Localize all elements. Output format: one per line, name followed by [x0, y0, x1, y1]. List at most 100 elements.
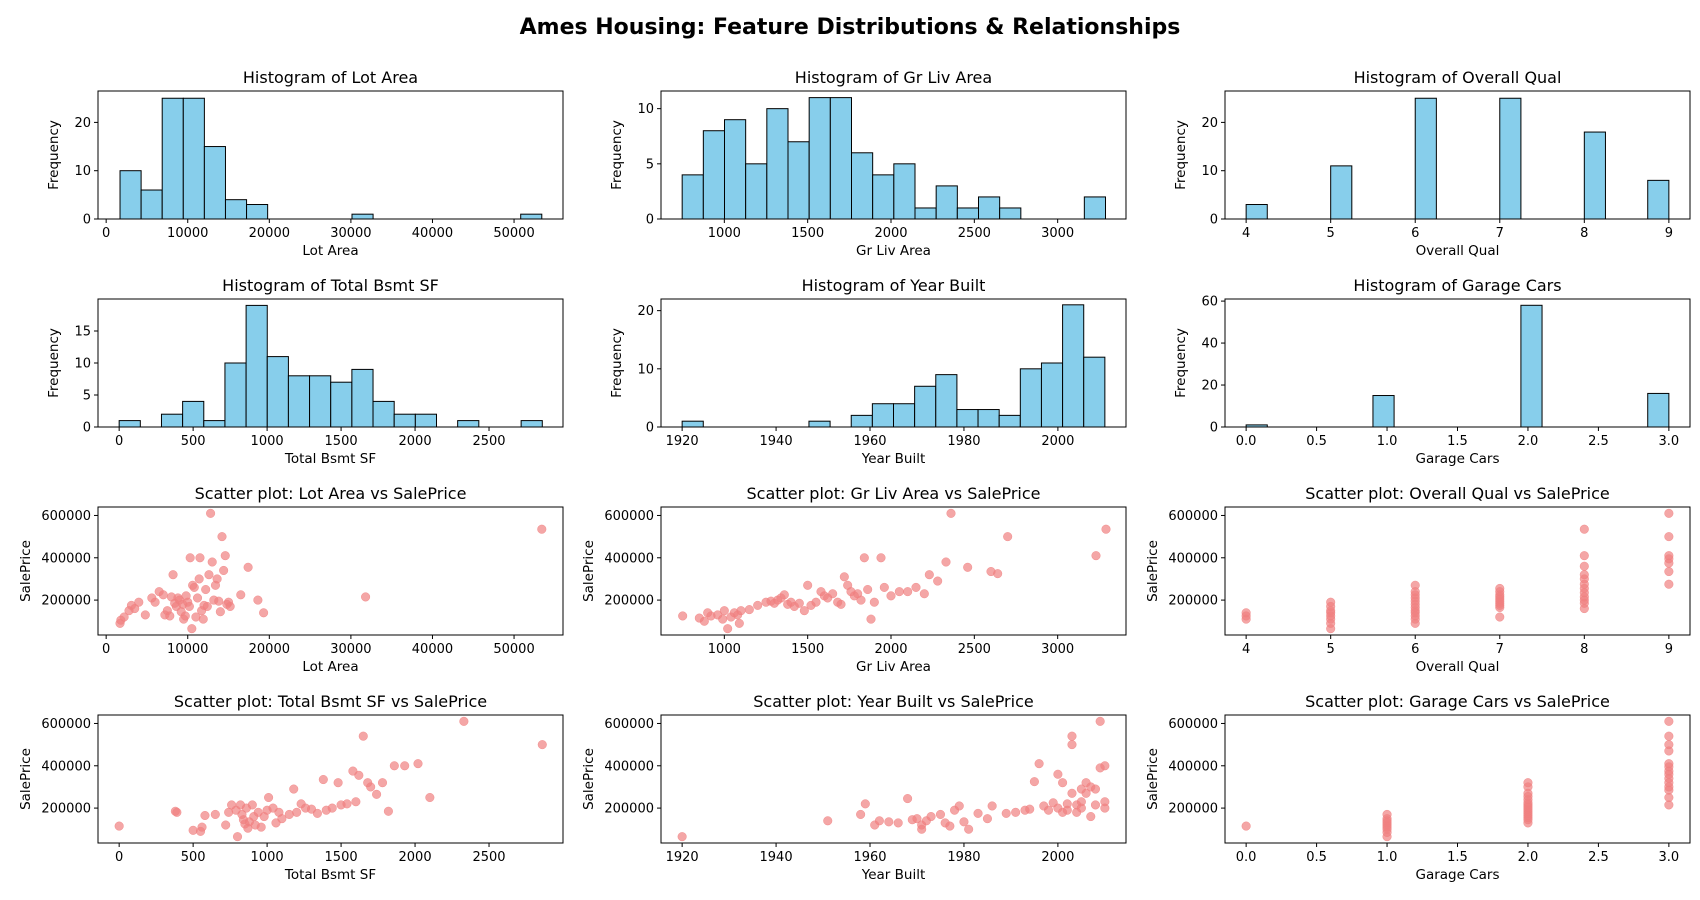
x-tick-label: 3.0 — [1659, 434, 1680, 449]
scatter-point — [1664, 566, 1674, 577]
scatter-point — [863, 584, 873, 595]
scatter-point — [736, 606, 746, 616]
histogram-bar — [893, 403, 916, 428]
panel-scatter-plot-gr-liv-area-vs-saleprice: Scatter plot: Gr Liv Area vs SalePrice 10… — [581, 484, 1127, 675]
scatter-point — [256, 822, 266, 832]
x-tick-label: 1940 — [760, 434, 793, 449]
histogram-bar — [978, 196, 1001, 220]
x-tick-label: 2500 — [958, 642, 991, 657]
scatter-point — [372, 789, 382, 799]
scatter-point — [933, 576, 943, 586]
x-tick-label: 4 — [1242, 642, 1250, 657]
histogram-bar — [520, 420, 543, 428]
scatter-point — [220, 551, 230, 561]
plot-area — [1241, 508, 1674, 634]
x-tick-label: 9 — [1665, 642, 1673, 657]
axes-frame — [1224, 298, 1691, 428]
axes-frame — [660, 714, 1127, 844]
scatter-point — [993, 569, 1003, 579]
x-tick-label: 2500 — [472, 434, 505, 449]
scatter-point — [130, 604, 140, 614]
histogram-bar — [160, 413, 184, 428]
scatter-point — [333, 778, 343, 788]
plot-area — [681, 304, 1106, 428]
scatter-point — [1579, 551, 1589, 561]
x-axis-label: Gr Liv Area — [856, 659, 931, 675]
x-tick-label: 0.5 — [1306, 434, 1327, 449]
histogram-bar — [393, 413, 416, 428]
y-tick-label: 600000 — [41, 509, 91, 524]
histogram-bar — [414, 413, 438, 428]
scatter-point — [1579, 524, 1589, 534]
histogram-bar — [956, 409, 979, 428]
scatter-point — [894, 587, 904, 597]
panel-scatter-plot-overall-qual-vs-saleprice: Scatter plot: Overall Qual vs SalePrice 4… — [1145, 484, 1691, 675]
histogram-bar — [829, 97, 852, 220]
scatter-point — [1100, 797, 1110, 807]
x-axis-label: Overall Qual — [1416, 243, 1500, 259]
y-tick-label: 600000 — [604, 509, 654, 524]
scatter-point — [1664, 759, 1674, 769]
y-tick-label: 0 — [83, 213, 91, 228]
x-tick-label: 2500 — [958, 226, 991, 241]
scatter-point — [221, 820, 231, 830]
scatter-point — [1090, 784, 1101, 794]
histogram-bar — [457, 420, 480, 428]
scatter-point — [677, 832, 687, 842]
y-tick-label: 0 — [646, 213, 654, 228]
scatter-point — [1523, 778, 1533, 788]
scatter-point — [192, 593, 203, 603]
y-axis-label: SalePrice — [1145, 748, 1161, 810]
scatter-point — [1001, 808, 1011, 818]
scatter-point — [206, 508, 216, 518]
scatter-point — [1495, 612, 1505, 622]
histogram-bar — [1647, 179, 1670, 220]
scatter-point — [893, 818, 903, 828]
y-tick-label: 200000 — [1168, 802, 1218, 817]
scatter-point — [954, 801, 964, 811]
scatter-point — [866, 614, 876, 624]
histogram-bar — [999, 207, 1022, 220]
histogram-bar — [161, 97, 184, 220]
scatter-point — [327, 803, 337, 813]
histogram-bar — [182, 400, 205, 428]
histogram-bar — [520, 213, 543, 220]
scatter-point — [945, 821, 955, 831]
y-tick-label: 400000 — [1168, 759, 1218, 774]
scatter-point — [180, 611, 190, 621]
x-tick-label: 2000 — [1041, 434, 1074, 449]
x-tick-label: 0 — [102, 226, 110, 241]
histogram-bar — [956, 207, 979, 220]
x-tick-label: 1.0 — [1377, 434, 1398, 449]
histogram-bar — [287, 375, 311, 428]
scatter-point — [292, 807, 302, 817]
scatter-point — [1058, 778, 1068, 788]
axes-frame — [97, 90, 564, 220]
scatter-point — [1495, 583, 1505, 594]
y-tick-label: 5 — [646, 157, 654, 172]
scatter-point — [253, 595, 263, 605]
histogram-bar — [1583, 131, 1606, 220]
x-tick-label: 50000 — [493, 642, 534, 657]
scatter-point — [1091, 551, 1101, 561]
scatter-point — [351, 797, 361, 807]
y-tick-label: 600000 — [41, 717, 91, 732]
x-tick-label: 1500 — [791, 226, 824, 241]
scatter-point — [1090, 800, 1101, 810]
x-tick-label: 2.0 — [1518, 850, 1539, 865]
y-axis-label: Frequency — [46, 120, 62, 190]
x-tick-label: 2000 — [399, 434, 432, 449]
histogram-bar — [203, 146, 226, 220]
scatter-point — [734, 618, 744, 628]
panel-histogram-of-overall-qual: Histogram of Overall Qual 4 5 6 7 8 9 0 10 20 Over… — [1173, 68, 1691, 259]
panel-title: Scatter plot: Garage Cars vs SalePrice — [1305, 692, 1610, 711]
x-tick-label: 0 — [115, 850, 123, 865]
scatter-point — [189, 582, 199, 592]
scatter-point — [201, 584, 211, 595]
histogram-bar — [1647, 392, 1670, 428]
y-tick-label: 10 — [74, 357, 91, 372]
scatter-point — [1025, 804, 1035, 814]
y-tick-label: 15 — [74, 325, 91, 340]
x-tick-label: 2000 — [874, 642, 907, 657]
plot-area — [114, 716, 547, 842]
